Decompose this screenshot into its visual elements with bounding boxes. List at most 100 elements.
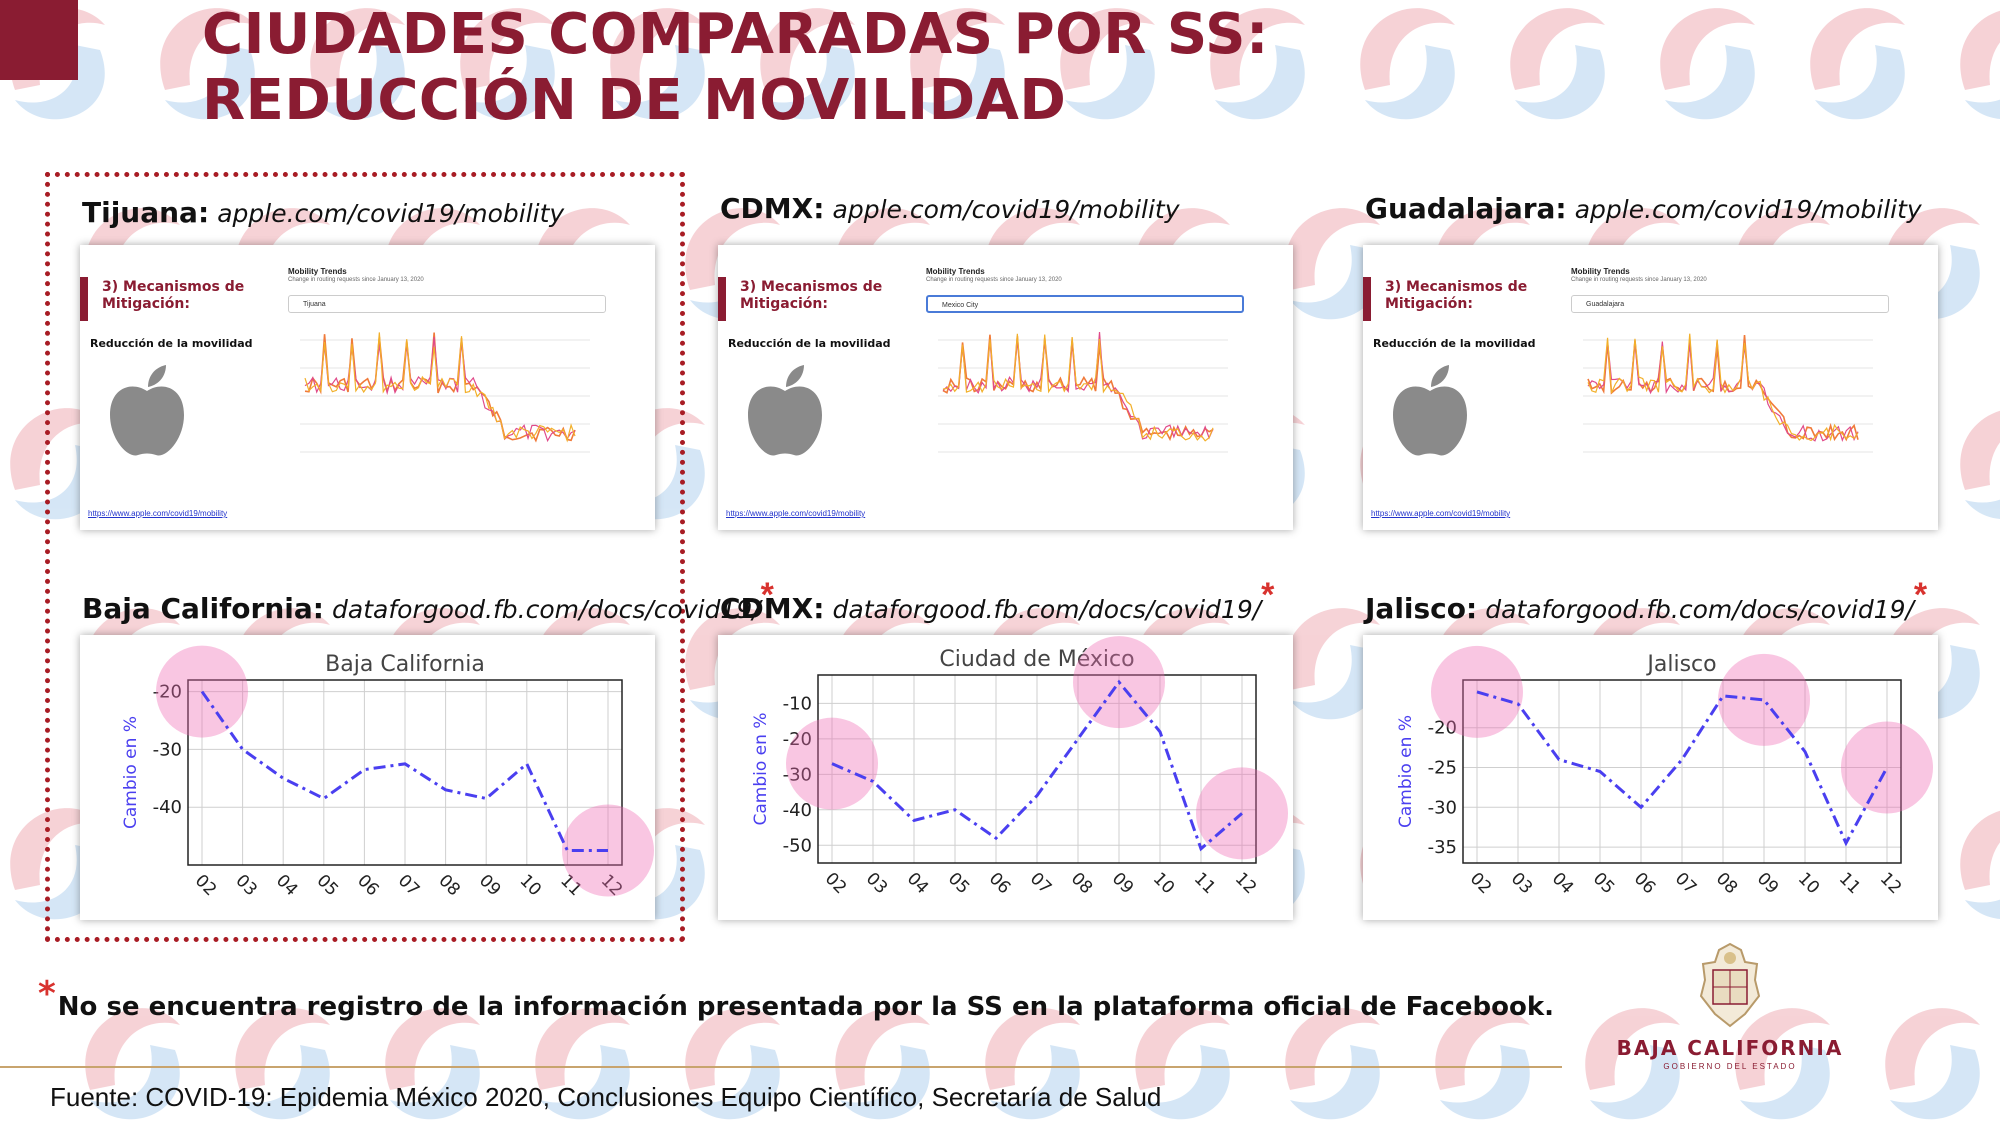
x-tick-label: 07 [1671, 869, 1700, 898]
x-tick-label: 05 [944, 869, 973, 898]
watermark-swirl [835, 1008, 930, 1120]
mobility-link: https://www.apple.com/covid19/mobility [88, 509, 228, 518]
x-tick-label: 06 [1630, 869, 1659, 898]
watermark-swirl [1285, 1008, 1380, 1120]
x-tick-label: 06 [985, 869, 1014, 898]
watermark-swirl [535, 1008, 630, 1120]
mobility-link: https://www.apple.com/covid19/mobility [1371, 509, 1511, 518]
search-box[interactable]: Tijuana [288, 295, 606, 313]
watermark-swirl [1660, 8, 1755, 120]
y-axis-label: Cambio en % [121, 716, 141, 829]
y-tick-label: -50 [783, 835, 812, 856]
tijuana-mobility-screenshot: 3) Mecanismos de Mitigación: Reducción de… [80, 245, 655, 530]
watermark-swirl [160, 8, 255, 120]
footnote: *No se encuentra registro de la informac… [38, 974, 1554, 1024]
x-tick-label: 11 [1190, 869, 1219, 898]
x-tick-label: 09 [1753, 869, 1782, 898]
y-tick-label: -35 [1428, 837, 1457, 858]
mobility-trend-chart [300, 332, 590, 453]
watermark-swirl [1585, 1008, 1680, 1120]
plot-frame [1462, 679, 1902, 864]
jalisco-chart-card: -20 -25 -30 -35 02 03 04 05 06 07 08 09 10 11 12 Jalisc… [1363, 635, 1938, 920]
x-tick-label: 08 [1067, 869, 1096, 898]
x-tick-label: 02 [821, 869, 850, 898]
y-tick-label: -30 [1428, 797, 1457, 818]
highlight-circle [1196, 767, 1288, 860]
watermark-swirl [1510, 8, 1605, 120]
footnote-asterisk: * [38, 974, 56, 1014]
mobility-trend-chart [1583, 333, 1873, 453]
watermark-swirl [760, 8, 855, 120]
chart-title: Ciudad de México [939, 647, 1134, 672]
trends-subtitle: Change in routing requests since January… [1571, 277, 1707, 283]
x-tick-label: 10 [1149, 869, 1178, 898]
x-tick-label: 09 [1108, 869, 1137, 898]
watermark-swirl [1885, 1008, 1980, 1120]
watermark-swirl [1960, 410, 2000, 519]
jalisco-region: Jalisco: [1365, 592, 1478, 625]
series-line [200, 690, 608, 853]
jalisco-chart: -20 -25 -30 -35 02 03 04 05 06 07 08 09 10 11 12 Jalisc… [1396, 645, 1933, 898]
watermark-swirl [1060, 8, 1155, 120]
tijuana-city: Tijuana: [82, 196, 210, 229]
jalisco-asterisk: * [1913, 576, 1928, 614]
baja-california-label: Baja California: dataforgood.fb.com/docs… [82, 576, 774, 627]
footnote-text: No se encuentra registro de la informaci… [57, 992, 1554, 1022]
plot-frame [187, 679, 623, 866]
section-bar [80, 277, 88, 321]
trends-subtitle: Change in routing requests since January… [288, 277, 424, 283]
baja-california-asterisk: * [760, 576, 774, 614]
highlight-circle [1841, 721, 1933, 814]
watermark-swirl [610, 8, 705, 120]
y-tick-label: -25 [1428, 758, 1457, 779]
watermark-swirl [1810, 8, 1905, 120]
x-tick-label: 07 [1026, 869, 1055, 898]
x-tick-label: 12 [1231, 869, 1260, 898]
section-subtitle: Reducción de la movilidad [90, 337, 253, 350]
y-axis-label: Cambio en % [751, 713, 771, 826]
y-tick-label: -30 [153, 739, 182, 760]
guadalajara-city: Guadalajara: [1365, 192, 1567, 225]
chart-title: Baja California [325, 652, 485, 677]
trend-line-transit [942, 333, 1214, 442]
watermark-swirl [1735, 1008, 1830, 1120]
section-subtitle: Reducción de la movilidad [728, 337, 891, 350]
brand-corner-block [0, 0, 78, 80]
series-line [831, 679, 1243, 852]
search-box[interactable]: Guadalajara [1571, 295, 1889, 313]
section-subtitle: Reducción de la movilidad [1373, 337, 1536, 350]
x-tick-label: 03 [1507, 869, 1536, 898]
watermark-swirl [1285, 208, 1380, 320]
y-tick-label: -20 [1428, 718, 1457, 739]
cdmx-chart-card: -10 -20 -30 -40 -50 02 03 04 05 06 07 08 09 10 11 12 Ciu… [718, 635, 1293, 920]
y-tick-label: -20 [153, 682, 182, 703]
watermark-swirl [685, 1008, 780, 1120]
trend-line-transit [1587, 333, 1859, 442]
watermark-swirl [385, 1008, 480, 1120]
y-tick-label: -40 [783, 800, 812, 821]
section-title: 3) Mecanismos de Mitigación: [1385, 279, 1528, 312]
guadalajara-url: apple.com/covid19/mobility [1574, 195, 1922, 224]
y-axis-label: Cambio en % [1396, 715, 1416, 828]
baja-california-chart-card: -20 -30 -40 02 03 04 05 06 07 08 09 10 11 12 Baja Cali… [80, 635, 655, 920]
jalisco-label: Jalisco: dataforgood.fb.com/docs/covid19… [1365, 576, 1927, 627]
mobility-trend-chart [938, 331, 1228, 453]
x-tick-label: 11 [1835, 869, 1864, 898]
watermark-swirl [1360, 8, 1455, 120]
trends-title: Mobility Trends [288, 267, 347, 276]
watermark-swirl [310, 8, 405, 120]
trends-subtitle: Change in routing requests since January… [926, 277, 1062, 283]
watermark-swirl [235, 1008, 330, 1120]
baja-california-region: Baja California: [82, 592, 324, 625]
section-title: 3) Mecanismos de Mitigación: [740, 279, 883, 312]
watermark-swirl [1210, 8, 1305, 120]
search-box[interactable]: Mexico City [926, 295, 1244, 313]
trend-line-walking [1587, 340, 1859, 443]
page-title-line-1: CIUDADES COMPARADAS POR SS: [202, 2, 1269, 67]
trends-title: Mobility Trends [926, 267, 985, 276]
watermark-swirl [1960, 10, 2000, 119]
cdmx-fb-url: dataforgood.fb.com/docs/covid19/ [832, 595, 1262, 624]
page-title-line-2: REDUCCIÓN DE MOVILIDAD [202, 68, 1067, 133]
tijuana-label: Tijuana: apple.com/covid19/mobility [82, 196, 564, 230]
trends-title: Mobility Trends [1571, 267, 1630, 276]
